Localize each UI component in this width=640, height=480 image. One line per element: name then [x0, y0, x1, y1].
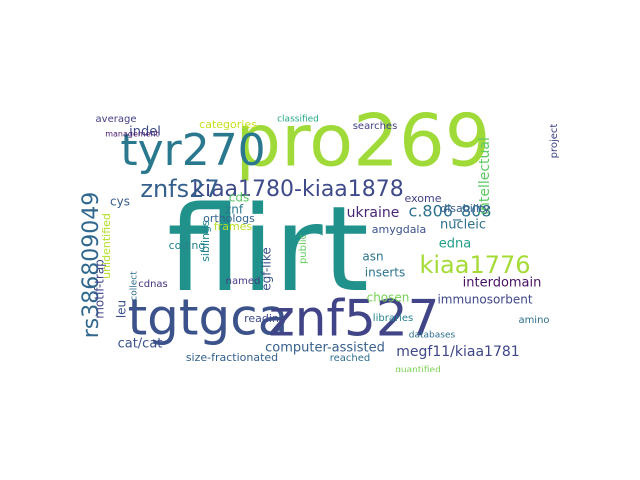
word-intellectual: intellectual — [477, 137, 493, 215]
word-amygdala: amygdala — [372, 223, 426, 236]
word-computer-assisted: computer-assisted — [265, 341, 385, 356]
word-rs386809049: rs386809049 — [80, 192, 104, 338]
word-flirt: flirt — [167, 180, 369, 318]
word-cat-cat: cat/cat — [118, 337, 163, 352]
word-inserts: inserts — [365, 266, 405, 280]
word-unidentified: unidentified — [100, 213, 113, 279]
word-classified: classified — [277, 115, 319, 125]
word-amino: amino — [518, 315, 549, 326]
word-tyr270: tyr270 — [120, 125, 265, 176]
word-ukraine: ukraine — [347, 205, 400, 221]
word-quantified: quantified — [395, 366, 441, 373]
word-cys: cys — [110, 195, 130, 209]
word-categories: categories — [199, 118, 257, 131]
word-libraries: libraries — [373, 313, 413, 324]
word-collect: collect — [130, 271, 140, 301]
word-average: average — [96, 114, 137, 125]
word-cloud: flirt pro269 tgtgca znf527 tyr270 rs386809049… — [80, 106, 560, 372]
word-tgtgca: tgtgca — [128, 289, 289, 347]
word-nucleic: nucleic — [440, 218, 486, 233]
word-immunosorbent: immunosorbent — [437, 293, 532, 307]
word-kiaa1776: kiaa1776 — [419, 251, 530, 279]
word-reading: reading — [244, 312, 286, 325]
word-edna: edna — [439, 237, 471, 252]
word-frames: frames — [214, 220, 253, 233]
word-management: management — [105, 130, 159, 139]
word-searches: searches — [353, 121, 398, 132]
word-orthologs: orthologs — [203, 212, 255, 225]
word-indel: indel — [129, 125, 161, 140]
word-cdnas: cdnas — [138, 279, 168, 290]
word-c-806-808: c.806_808 — [409, 202, 492, 222]
word-znfs27: znfs27 — [140, 175, 219, 203]
word-size-fractionated: size-fractionated — [186, 351, 278, 364]
word-coding: coding — [169, 239, 206, 252]
word-reached: reached — [330, 353, 371, 364]
word-cds: cds — [229, 191, 249, 205]
word-znf527: znf527 — [269, 290, 440, 348]
word-motif-trap: motif-trap — [93, 259, 107, 319]
word-pro269: pro269 — [235, 106, 490, 183]
word-interdomain: interdomain — [463, 276, 542, 291]
word-exome: exome — [405, 192, 442, 205]
word-kiaa1780-kiaa1878: kiaa1780-kiaa1878 — [192, 177, 404, 202]
word-siblings: siblings — [199, 220, 212, 262]
word-public: public — [298, 234, 309, 264]
word-leu: leu — [115, 300, 129, 318]
word-project: project — [549, 124, 560, 159]
word-asn: asn — [362, 250, 383, 264]
word-chosen: chosen — [367, 291, 410, 305]
word-megf11-kiaa1781: megf11/kiaa1781 — [396, 344, 519, 360]
word-egf-like: egf-like — [260, 247, 274, 290]
word-znf: znf — [225, 203, 244, 217]
word-named: named — [226, 276, 261, 287]
word-disability: disability — [440, 202, 490, 215]
word-databases: databases — [409, 331, 456, 341]
